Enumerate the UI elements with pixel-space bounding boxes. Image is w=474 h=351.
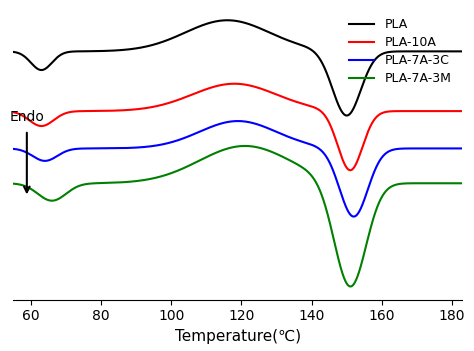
PLA (344, 113, 349, 118)
PLA-7A-3C (34, 156, 39, 160)
PLA-7A-3M (365, 238, 370, 243)
PLA-10A (232, 82, 237, 86)
PLA (447, 49, 453, 53)
PLA (365, 71, 370, 75)
PLA-10A (34, 122, 39, 127)
PLA-7A-3C (235, 119, 241, 123)
Line: PLA-10A: PLA-10A (13, 84, 463, 170)
PLA-10A (347, 168, 353, 172)
Line: PLA-7A-3C: PLA-7A-3C (13, 121, 463, 217)
PLA (229, 18, 235, 22)
PLA-7A-3M (10, 181, 16, 186)
PLA-7A-3M (447, 181, 453, 185)
PLA (447, 49, 453, 53)
PLA (34, 66, 39, 70)
PLA-10A (217, 83, 223, 87)
PLA (217, 19, 223, 23)
PLA (460, 49, 465, 53)
PLA-7A-3C (365, 188, 370, 193)
PLA-10A (229, 82, 235, 86)
PLA-7A-3C (351, 214, 356, 219)
PLA-7A-3C (217, 122, 223, 126)
PLA-7A-3M (229, 145, 235, 150)
PLA-7A-3C (10, 147, 16, 151)
PLA-7A-3C (447, 146, 453, 151)
PLA-7A-3C (447, 146, 453, 151)
PLA-7A-3C (460, 146, 465, 151)
PLA (10, 50, 16, 54)
Legend: PLA, PLA-10A, PLA-7A-3C, PLA-7A-3M: PLA, PLA-10A, PLA-7A-3C, PLA-7A-3M (344, 13, 456, 90)
Line: PLA: PLA (13, 20, 463, 115)
Line: PLA-7A-3M: PLA-7A-3M (13, 146, 463, 286)
PLA-7A-3M (242, 144, 248, 148)
PLA-10A (10, 110, 16, 114)
PLA-7A-3M (217, 149, 223, 153)
PLA-7A-3M (348, 284, 354, 289)
PLA-10A (447, 109, 453, 113)
PLA-10A (460, 109, 465, 113)
PLA-10A (447, 109, 453, 113)
PLA (225, 18, 230, 22)
Text: Endo: Endo (9, 110, 44, 124)
PLA-7A-3M (34, 191, 39, 195)
PLA-7A-3M (447, 181, 453, 185)
PLA-7A-3M (460, 181, 465, 185)
PLA-10A (365, 131, 370, 135)
X-axis label: Temperature(℃): Temperature(℃) (175, 329, 301, 344)
PLA-7A-3C (229, 119, 235, 124)
